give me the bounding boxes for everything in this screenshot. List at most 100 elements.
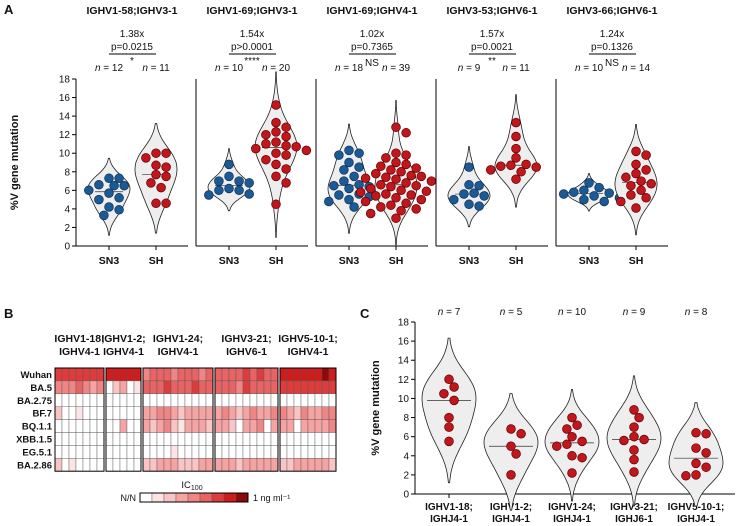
a-data-point-sn3 xyxy=(234,176,244,186)
a-data-point-sh xyxy=(426,176,437,186)
a-data-point-sn3 xyxy=(589,191,599,201)
b-heatmap-cell xyxy=(270,406,279,420)
b-row-label: BA.2.86 xyxy=(17,460,52,471)
b-heatmap-cell xyxy=(314,367,323,382)
b-row-label: EG.5.1 xyxy=(22,447,52,458)
a-x-tick-label: SN3 xyxy=(579,255,600,267)
a-group-title: IGHV1-58;IGHV3-1 xyxy=(86,5,177,17)
b-heatmap-cell xyxy=(328,367,337,382)
b-heatmap-cell xyxy=(198,380,207,394)
a-data-point-sh xyxy=(401,159,411,170)
c-data-point xyxy=(439,388,449,399)
b-heatmap-cell xyxy=(321,367,330,382)
a-data-point-sh xyxy=(506,160,516,171)
a-data-point-sh xyxy=(151,160,161,171)
a-data-point-sn3 xyxy=(344,157,354,168)
b-heatmap-cell xyxy=(89,445,98,459)
b-heatmap-cell xyxy=(149,406,158,420)
b-heatmap-cell xyxy=(119,406,128,420)
b-heatmap-cell xyxy=(170,445,179,459)
b-heatmap-cell xyxy=(286,458,295,472)
b-heatmap-cell xyxy=(96,406,105,420)
b-heatmap-cell xyxy=(191,367,200,382)
a-data-point-sh xyxy=(371,168,381,179)
b-heatmap-cell xyxy=(61,406,70,420)
a-data-point-sh xyxy=(511,153,521,163)
b-heatmap-cell xyxy=(89,380,98,394)
a-p-value: p>0.0001 xyxy=(231,42,273,53)
b-heatmap-cell xyxy=(156,380,165,394)
a-p-value: p=0.0215 xyxy=(111,42,153,53)
b-legend-right-label: 1 ng ml⁻¹ xyxy=(253,493,290,503)
b-heatmap-cell xyxy=(205,445,214,459)
b-heatmap-cell xyxy=(96,419,105,433)
b-heatmap-cell xyxy=(228,445,237,459)
a-data-point-sh xyxy=(161,171,171,182)
a-data-point-sh xyxy=(251,143,261,154)
b-heatmap-cell xyxy=(54,432,63,446)
b-heatmap-cell xyxy=(314,419,323,433)
a-data-point-sh xyxy=(511,131,521,142)
c-y-tick-label: 14 xyxy=(398,356,410,367)
a-data-point-sn3 xyxy=(204,190,214,200)
a-data-point-sn3 xyxy=(334,150,344,160)
a-x-tick-label: SH xyxy=(509,255,524,267)
c-y-tick-label: 0 xyxy=(403,490,409,501)
c-data-point xyxy=(681,471,691,481)
a-n-label: n = 39 xyxy=(382,63,411,74)
b-legend-swatch xyxy=(199,492,213,503)
a-n-label: n = 9 xyxy=(458,63,481,74)
a-data-point-sh xyxy=(631,159,641,170)
a-x-tick-label: SH xyxy=(389,255,404,267)
b-group-label-line2: IGHV4-1 xyxy=(59,346,100,358)
b-row-label: XBB.1.5 xyxy=(16,434,53,445)
a-data-point-sh xyxy=(271,117,281,128)
b-heatmap-cell xyxy=(198,393,207,407)
a-data-point-sn3 xyxy=(339,165,349,175)
a-data-point-sh xyxy=(616,196,626,207)
b-heatmap-cell xyxy=(112,445,121,459)
b-heatmap-cell xyxy=(163,445,172,459)
b-heatmap-cell xyxy=(279,393,288,407)
a-data-point-sh xyxy=(406,170,416,181)
b-heatmap-cell xyxy=(205,432,214,446)
a-data-point-sn3 xyxy=(344,145,354,156)
b-heatmap-cell xyxy=(293,393,302,407)
b-heatmap-cell xyxy=(54,367,63,382)
b-heatmap-cell xyxy=(242,419,251,433)
a-n-label: n = 11 xyxy=(502,63,530,74)
a-data-point-sn3 xyxy=(339,176,349,186)
c-n-label: n = 8 xyxy=(685,307,708,318)
b-heatmap-cell xyxy=(105,445,114,459)
b-group-label-line1: IGHV1-18; xyxy=(54,333,104,345)
b-heatmap-cell xyxy=(163,432,172,446)
b-legend-swatch xyxy=(175,492,189,503)
a-data-point-sh xyxy=(365,183,376,194)
a-y-tick-label: 18 xyxy=(59,75,71,86)
b-heatmap-cell xyxy=(293,445,302,459)
a-data-point-sh xyxy=(641,165,651,175)
c-violin xyxy=(544,389,600,502)
a-y-tick-label: 8 xyxy=(64,167,70,178)
b-heatmap-cell xyxy=(119,367,128,382)
b-heatmap-cell xyxy=(279,432,288,446)
c-data-point xyxy=(572,420,582,430)
a-data-point-sn3 xyxy=(114,205,124,215)
b-heatmap-cell xyxy=(68,432,77,446)
b-heatmap-cell xyxy=(270,458,279,472)
a-significance-label: * xyxy=(130,56,134,67)
a-data-point-sh xyxy=(391,157,401,168)
a-data-point-sn3 xyxy=(464,162,474,172)
b-heatmap-cell xyxy=(75,445,84,459)
c-y-tick-label: 10 xyxy=(398,394,410,405)
c-y-tick-label: 16 xyxy=(398,337,410,348)
c-y-tick-label: 8 xyxy=(403,413,409,424)
b-heatmap-cell xyxy=(279,458,288,472)
b-heatmap-cell xyxy=(126,380,135,394)
b-heatmap-cell xyxy=(54,406,63,420)
a-data-point-sn3 xyxy=(224,159,234,170)
b-group-border xyxy=(54,367,105,472)
a-group-title: IGHV1-69;IGHV4-1 xyxy=(326,5,417,17)
b-heatmap-cell xyxy=(126,393,135,407)
b-heatmap-cell xyxy=(61,419,70,433)
